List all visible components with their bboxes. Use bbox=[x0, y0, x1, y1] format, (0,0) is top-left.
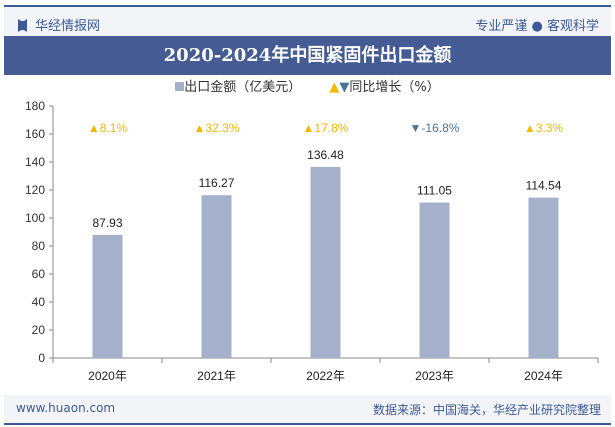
y-tick-label: 180 bbox=[25, 99, 45, 113]
header: 华经情报网 专业严谨 ● 客观科学 bbox=[4, 7, 611, 36]
x-tick-label: 2021年 bbox=[197, 369, 236, 383]
y-tick-label: 60 bbox=[32, 267, 46, 281]
y-tick-label: 100 bbox=[25, 211, 45, 225]
growth-label: ▲32.3% bbox=[194, 121, 240, 135]
bar-value-label: 111.05 bbox=[417, 184, 452, 198]
y-tick-label: 40 bbox=[32, 295, 46, 309]
y-tick-label: 0 bbox=[38, 351, 45, 365]
x-tick-label: 2020年 bbox=[88, 369, 127, 383]
y-tick-label: 160 bbox=[25, 127, 45, 141]
bar bbox=[528, 197, 559, 358]
growth-label: ▼-16.8% bbox=[410, 121, 460, 135]
website: www.huaon.com bbox=[16, 401, 116, 415]
y-tick-label: 140 bbox=[25, 155, 45, 169]
chart-title: 2020-2024年中国紧固件出口金额 bbox=[4, 36, 611, 75]
footer: www.huaon.com 数据来源：中国海关，华经产业研究院整理 bbox=[4, 395, 611, 425]
legend: 出口金额（亿美元） ▲▼同比增长（%） bbox=[0, 76, 615, 95]
logo: 华经情报网 bbox=[18, 15, 100, 34]
bar bbox=[419, 202, 450, 358]
growth-label: ▲17.8% bbox=[303, 121, 349, 135]
legend-bar: 出口金额（亿美元） bbox=[175, 80, 301, 95]
logo-icon bbox=[18, 19, 27, 32]
growth-label: ▲3.3% bbox=[524, 121, 564, 135]
bar-value-label: 136.48 bbox=[307, 148, 344, 162]
bar bbox=[201, 195, 232, 358]
bar-value-label: 114.54 bbox=[526, 179, 562, 193]
logo-text: 华经情报网 bbox=[35, 19, 101, 34]
y-tick-label: 20 bbox=[32, 323, 46, 337]
x-tick-label: 2024年 bbox=[524, 369, 563, 383]
legend-bar-label: 出口金额（亿美元） bbox=[184, 80, 302, 95]
y-tick-label: 120 bbox=[25, 183, 45, 197]
bar bbox=[310, 166, 341, 358]
growth-label: ▲8.1% bbox=[88, 121, 128, 135]
legend-growth-label: 同比增长（%） bbox=[349, 80, 440, 95]
legend-growth: ▲▼同比增长（%） bbox=[329, 80, 440, 95]
bar-value-label: 116.27 bbox=[199, 176, 235, 190]
x-tick-label: 2023年 bbox=[415, 369, 454, 383]
x-tick-label: 2022年 bbox=[306, 369, 345, 383]
slogan: 专业严谨 ● 客观科学 bbox=[475, 19, 599, 34]
source: 数据来源：中国海关，华经产业研究院整理 bbox=[372, 403, 601, 417]
bar bbox=[92, 234, 123, 358]
top-border bbox=[4, 5, 611, 7]
bar-value-label: 87.93 bbox=[92, 216, 122, 230]
y-tick-label: 80 bbox=[32, 239, 46, 253]
